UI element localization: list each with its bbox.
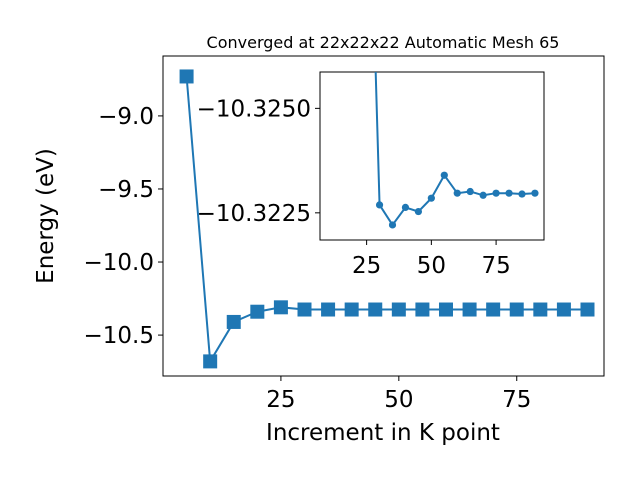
main-data-point bbox=[415, 302, 430, 317]
main-data-point bbox=[250, 304, 265, 319]
main-data-point bbox=[580, 302, 595, 317]
main-data-point bbox=[297, 302, 312, 317]
inset-x-tick-group: 25 50 75 bbox=[352, 240, 511, 279]
inset-plot-frame bbox=[319, 71, 545, 241]
main-data-point bbox=[533, 302, 548, 317]
main-data-point bbox=[486, 302, 501, 317]
inset-y-tick-group: −10.3225 −10.3250 bbox=[197, 96, 320, 227]
main-data-point bbox=[438, 302, 453, 317]
inset-series-marker-group bbox=[375, 171, 539, 229]
inset-data-point bbox=[440, 171, 448, 179]
inset-data-point bbox=[505, 189, 513, 197]
main-data-point bbox=[368, 302, 383, 317]
main-x-tick-label: 75 bbox=[502, 387, 531, 413]
inset-data-point bbox=[414, 207, 422, 216]
inset-data-point bbox=[401, 203, 410, 211]
main-data-point bbox=[509, 302, 524, 317]
main-x-axis-label: Increment in K point bbox=[266, 420, 500, 446]
main-y-axis-label: Energy (eV) bbox=[33, 148, 59, 284]
inset-y-tick-label: −10.3225 bbox=[197, 201, 311, 227]
main-y-tick-label: −9.0 bbox=[98, 104, 154, 130]
inset-data-point bbox=[388, 221, 397, 229]
main-chart-title: Converged at 22x22x22 Automatic Mesh 65 bbox=[207, 33, 560, 52]
main-data-point bbox=[344, 302, 359, 317]
main-series-marker-group bbox=[179, 69, 595, 369]
inset-data-point bbox=[518, 190, 526, 198]
inset-x-tick-label: 25 bbox=[352, 253, 381, 279]
main-y-tick-label: −10.0 bbox=[84, 250, 154, 276]
inset-y-tick-label: −10.3250 bbox=[197, 96, 311, 122]
main-data-point bbox=[391, 302, 406, 317]
main-data-point bbox=[321, 302, 336, 317]
inset-data-point bbox=[453, 189, 461, 197]
inset-x-tick-label: 50 bbox=[417, 253, 446, 279]
main-x-tick-group: 25 50 75 bbox=[266, 376, 531, 413]
main-x-tick-label: 25 bbox=[266, 387, 295, 413]
main-data-point bbox=[556, 302, 571, 317]
main-x-tick-label: 50 bbox=[384, 387, 413, 413]
main-data-point bbox=[203, 354, 218, 369]
main-data-point bbox=[179, 69, 194, 84]
main-data-point bbox=[273, 300, 288, 315]
main-y-tick-label: −10.5 bbox=[84, 323, 154, 349]
inset-data-point bbox=[427, 194, 435, 202]
inset-x-tick-label: 75 bbox=[481, 253, 510, 279]
main-data-point bbox=[226, 314, 241, 329]
main-y-tick-group: −9.0 −9.5 −10.0 −10.5 bbox=[84, 104, 163, 349]
inset-data-point bbox=[466, 187, 474, 196]
main-y-tick-label: −9.5 bbox=[98, 177, 154, 203]
main-data-point bbox=[462, 302, 477, 317]
inset-data-point bbox=[492, 189, 500, 197]
inset-data-point bbox=[531, 189, 539, 197]
inset-axes: 25 50 75 −10.3225 −10.3250 bbox=[197, 71, 545, 279]
inset-data-point bbox=[479, 191, 487, 199]
inset-data-point bbox=[375, 201, 384, 209]
